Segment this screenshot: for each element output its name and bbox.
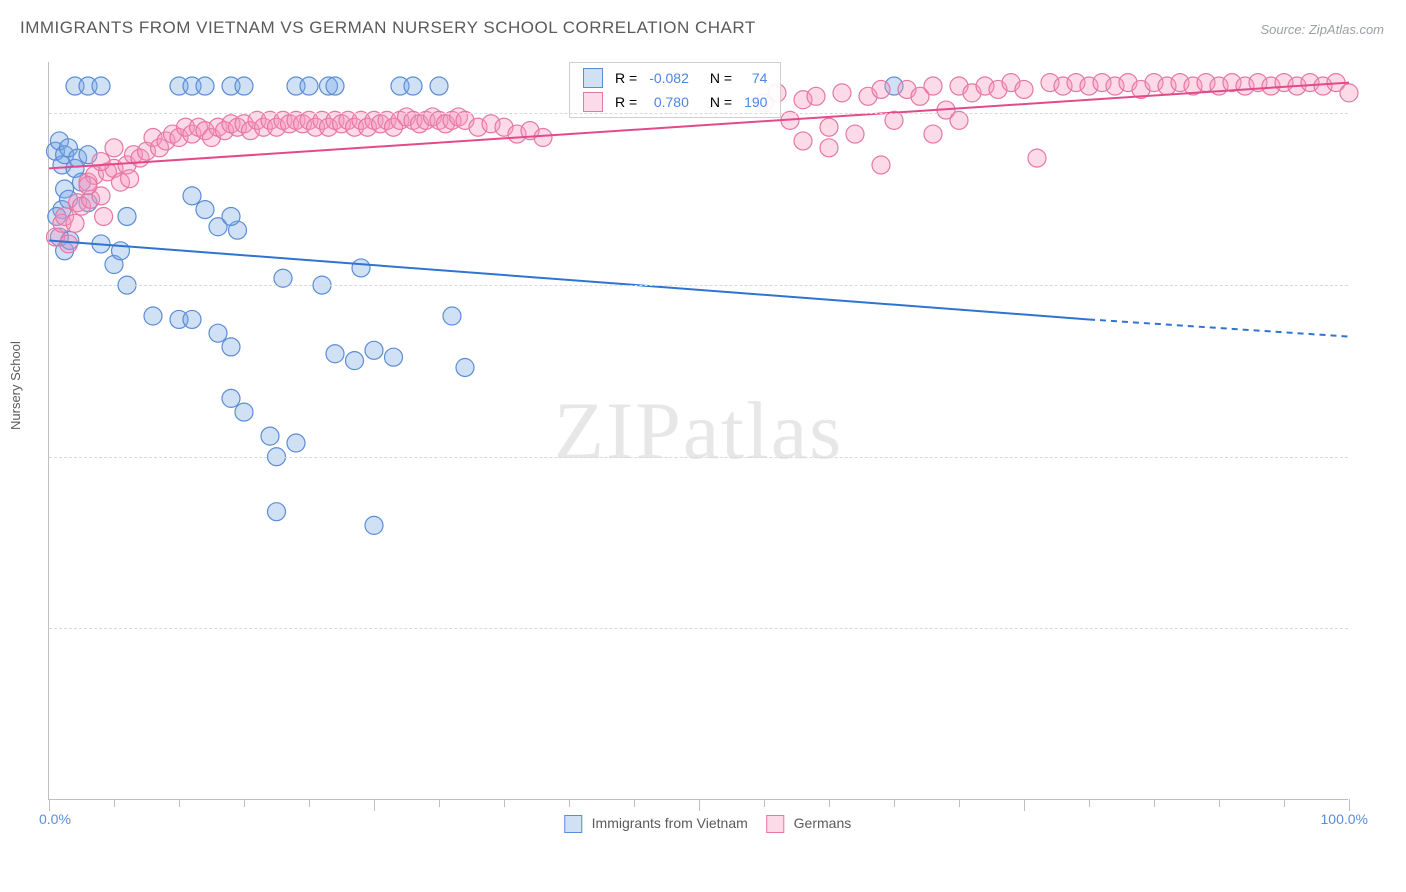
trend-layer bbox=[49, 62, 1348, 799]
gridline bbox=[49, 113, 1348, 114]
gridline bbox=[49, 285, 1348, 286]
x-tick bbox=[114, 799, 115, 807]
stats-legend: R =-0.082N =74R =0.780N =190 bbox=[569, 62, 781, 118]
x-tick bbox=[959, 799, 960, 807]
x-max-label: 100.0% bbox=[1321, 811, 1368, 827]
n-value: 190 bbox=[739, 91, 772, 113]
n-label: N = bbox=[696, 91, 737, 113]
n-value: 74 bbox=[739, 67, 772, 89]
x-tick bbox=[504, 799, 505, 807]
x-tick bbox=[1219, 799, 1220, 807]
x-tick bbox=[309, 799, 310, 807]
plot-area: ZIPatlas R =-0.082N =74R =0.780N =190 0.… bbox=[48, 62, 1348, 800]
r-value: 0.780 bbox=[644, 91, 694, 113]
legend-swatch bbox=[564, 815, 582, 833]
legend-label: Immigrants from Vietnam bbox=[588, 815, 748, 831]
x-tick bbox=[179, 799, 180, 807]
chart-title: IMMIGRANTS FROM VIETNAM VS GERMAN NURSER… bbox=[20, 18, 756, 38]
x-tick bbox=[634, 799, 635, 807]
gridline bbox=[49, 457, 1348, 458]
x-tick bbox=[764, 799, 765, 807]
legend-label: Germans bbox=[790, 815, 851, 831]
x-min-label: 0.0% bbox=[39, 811, 71, 827]
x-tick bbox=[439, 799, 440, 807]
x-tick bbox=[1154, 799, 1155, 807]
gridline bbox=[49, 628, 1348, 629]
y-axis-label: Nursery School bbox=[8, 341, 23, 430]
n-label: N = bbox=[696, 67, 737, 89]
x-tick bbox=[1349, 799, 1350, 811]
legend-swatch bbox=[766, 815, 784, 833]
x-tick bbox=[1089, 799, 1090, 807]
series-legend: Immigrants from Vietnam Germans bbox=[546, 815, 851, 833]
x-tick bbox=[374, 799, 375, 811]
x-tick bbox=[1284, 799, 1285, 807]
legend-row: R =0.780N =190 bbox=[578, 91, 772, 113]
x-tick bbox=[49, 799, 50, 811]
x-tick bbox=[244, 799, 245, 807]
x-tick bbox=[569, 799, 570, 807]
r-value: -0.082 bbox=[644, 67, 694, 89]
x-tick bbox=[894, 799, 895, 807]
x-tick bbox=[829, 799, 830, 807]
r-label: R = bbox=[610, 91, 642, 113]
legend-row: R =-0.082N =74 bbox=[578, 67, 772, 89]
source-label: Source: ZipAtlas.com bbox=[1260, 22, 1384, 37]
x-tick bbox=[699, 799, 700, 811]
trend-line-extrapolated bbox=[1089, 319, 1349, 336]
r-label: R = bbox=[610, 67, 642, 89]
trend-line bbox=[49, 240, 1089, 319]
x-tick bbox=[1024, 799, 1025, 811]
legend-swatch bbox=[583, 68, 603, 88]
legend-swatch bbox=[583, 92, 603, 112]
